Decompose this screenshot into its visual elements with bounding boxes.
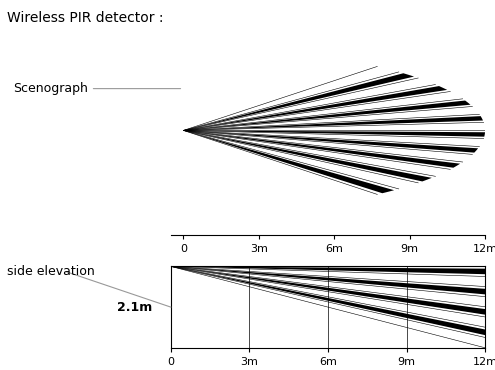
Polygon shape [171, 266, 485, 305]
Polygon shape [183, 68, 394, 131]
Polygon shape [171, 266, 485, 284]
Polygon shape [183, 131, 414, 188]
Polygon shape [171, 266, 485, 335]
Polygon shape [183, 124, 485, 131]
Polygon shape [183, 131, 485, 137]
Polygon shape [183, 73, 414, 131]
Polygon shape [171, 266, 485, 325]
Polygon shape [171, 266, 485, 346]
Text: Scenograph: Scenograph [13, 82, 181, 95]
Polygon shape [183, 131, 447, 175]
Polygon shape [183, 108, 478, 131]
Polygon shape [183, 116, 483, 131]
Polygon shape [183, 131, 460, 168]
Polygon shape [183, 131, 394, 193]
Polygon shape [183, 131, 483, 145]
Polygon shape [183, 80, 432, 131]
Polygon shape [183, 131, 470, 160]
Polygon shape [171, 266, 485, 274]
Polygon shape [183, 131, 478, 153]
Polygon shape [183, 131, 432, 181]
Text: side elevation: side elevation [7, 265, 95, 279]
Polygon shape [183, 86, 447, 131]
Text: 2.1m: 2.1m [117, 300, 152, 314]
Polygon shape [183, 101, 470, 131]
Polygon shape [171, 266, 485, 295]
Polygon shape [171, 266, 485, 314]
Polygon shape [183, 93, 460, 131]
Text: Wireless PIR detector :: Wireless PIR detector : [7, 11, 164, 25]
